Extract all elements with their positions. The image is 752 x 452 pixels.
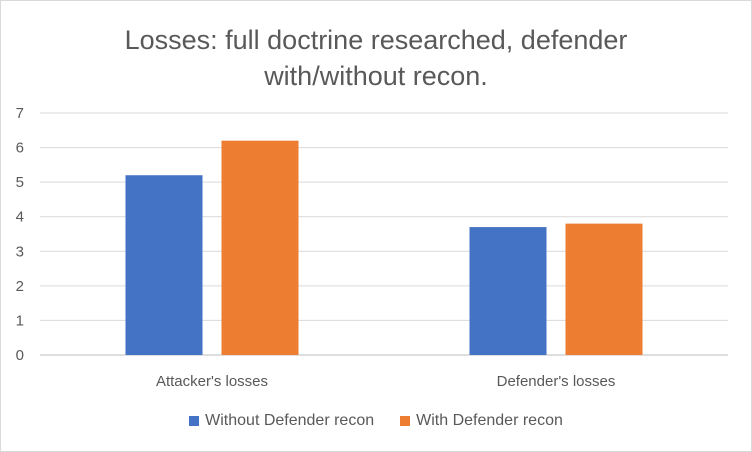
y-tick-label: 3	[16, 243, 24, 260]
bar-with-recon-0	[221, 140, 299, 355]
y-tick-label: 4	[16, 209, 24, 226]
bar-with-recon-1	[565, 223, 643, 355]
legend-label-without-recon: Without Defender recon	[205, 412, 375, 429]
legend-item-with-recon: With Defender recon	[400, 412, 563, 430]
legend-swatch-with-recon	[400, 416, 411, 426]
x-tick-label: Defender's losses	[497, 373, 616, 390]
y-tick-label: 1	[16, 312, 24, 329]
y-tick-label: 0	[16, 347, 24, 364]
y-tick-label: 7	[16, 105, 24, 122]
y-tick-label: 6	[16, 140, 24, 157]
chart-title-line-2: with/without recon.	[264, 61, 488, 91]
bar-without-recon-0	[125, 175, 203, 355]
legend-swatch-without-recon	[189, 416, 200, 426]
chart-title-line-1: Losses: full doctrine researched, defend…	[124, 25, 628, 55]
legend-item-without-recon: Without Defender recon	[189, 412, 374, 430]
bar-without-recon-1	[469, 227, 547, 355]
y-tick-label: 2	[16, 278, 24, 295]
legend: Without Defender recon With Defender rec…	[0, 410, 752, 432]
legend-label-with-recon: With Defender recon	[416, 412, 563, 429]
y-tick-label: 5	[16, 174, 24, 191]
x-tick-label: Attacker's losses	[156, 373, 268, 390]
